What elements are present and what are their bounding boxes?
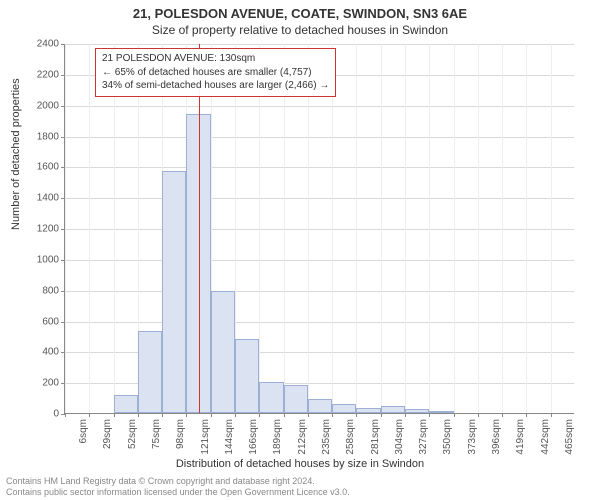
- histogram-bar: [284, 385, 308, 413]
- histogram-bar: [162, 171, 186, 413]
- histogram-bar: [332, 404, 356, 413]
- y-axis-label: Number of detached properties: [10, 78, 22, 230]
- y-tick-label: 1000: [37, 254, 65, 265]
- annotation-line: 21 POLESDON AVENUE: 130sqm: [102, 52, 329, 66]
- y-tick-label: 400: [42, 347, 65, 358]
- histogram-bar: [235, 339, 259, 413]
- histogram-bar: [259, 382, 283, 413]
- y-tick-label: 800: [42, 285, 65, 296]
- x-tick-label: 212sqm: [297, 419, 308, 455]
- y-tick-label: 2200: [37, 69, 65, 80]
- x-tick-label: 350sqm: [442, 419, 453, 455]
- y-tick-label: 1800: [37, 131, 65, 142]
- footer-line-2: Contains public sector information licen…: [6, 487, 350, 498]
- y-tick-label: 1200: [37, 224, 65, 235]
- x-tick-label: 373sqm: [467, 419, 478, 455]
- y-tick-label: 1400: [37, 193, 65, 204]
- x-tick-label: 52sqm: [127, 419, 138, 449]
- histogram-bar: [114, 395, 138, 414]
- x-tick-label: 121sqm: [200, 419, 211, 455]
- y-tick-label: 0: [53, 409, 65, 420]
- reference-line: [199, 44, 200, 413]
- chart-title-main: 21, POLESDON AVENUE, COATE, SWINDON, SN3…: [0, 0, 600, 21]
- x-tick-label: 235sqm: [321, 419, 332, 455]
- x-tick-label: 258sqm: [345, 419, 356, 455]
- x-tick-label: 144sqm: [224, 419, 235, 455]
- histogram-bar: [138, 331, 162, 413]
- x-tick-label: 29sqm: [102, 419, 113, 449]
- x-tick-label: 304sqm: [394, 419, 405, 455]
- footer-attribution: Contains HM Land Registry data © Crown c…: [6, 476, 350, 498]
- x-tick-label: 396sqm: [491, 419, 502, 455]
- x-tick-label: 465sqm: [564, 419, 575, 455]
- y-tick-label: 2000: [37, 100, 65, 111]
- histogram-bar: [405, 409, 429, 413]
- x-tick-label: 6sqm: [78, 419, 89, 443]
- x-tick-label: 75sqm: [151, 419, 162, 449]
- x-tick-label: 189sqm: [272, 419, 283, 455]
- annotation-box: 21 POLESDON AVENUE: 130sqm← 65% of detac…: [95, 48, 336, 97]
- footer-line-1: Contains HM Land Registry data © Crown c…: [6, 476, 350, 487]
- y-tick-label: 2400: [37, 39, 65, 50]
- x-tick-label: 442sqm: [540, 419, 551, 455]
- histogram-bar: [308, 399, 332, 413]
- annotation-line: 34% of semi-detached houses are larger (…: [102, 79, 329, 93]
- chart-plot-area: 0200400600800100012001400160018002000220…: [64, 44, 574, 414]
- x-axis-label: Distribution of detached houses by size …: [0, 458, 600, 470]
- x-tick-label: 327sqm: [418, 419, 429, 455]
- histogram-bar: [429, 411, 453, 413]
- y-tick-label: 600: [42, 316, 65, 327]
- x-tick-label: 419sqm: [515, 419, 526, 455]
- x-tick-label: 166sqm: [248, 419, 259, 455]
- y-tick-label: 1600: [37, 162, 65, 173]
- chart-title-sub: Size of property relative to detached ho…: [0, 21, 600, 41]
- histogram-bar: [356, 408, 380, 413]
- y-tick-label: 200: [42, 378, 65, 389]
- annotation-line: ← 65% of detached houses are smaller (4,…: [102, 66, 329, 80]
- histogram-bar: [381, 406, 405, 413]
- x-tick-label: 281sqm: [370, 419, 381, 455]
- histogram-bar: [211, 291, 235, 413]
- x-tick-label: 98sqm: [175, 419, 186, 449]
